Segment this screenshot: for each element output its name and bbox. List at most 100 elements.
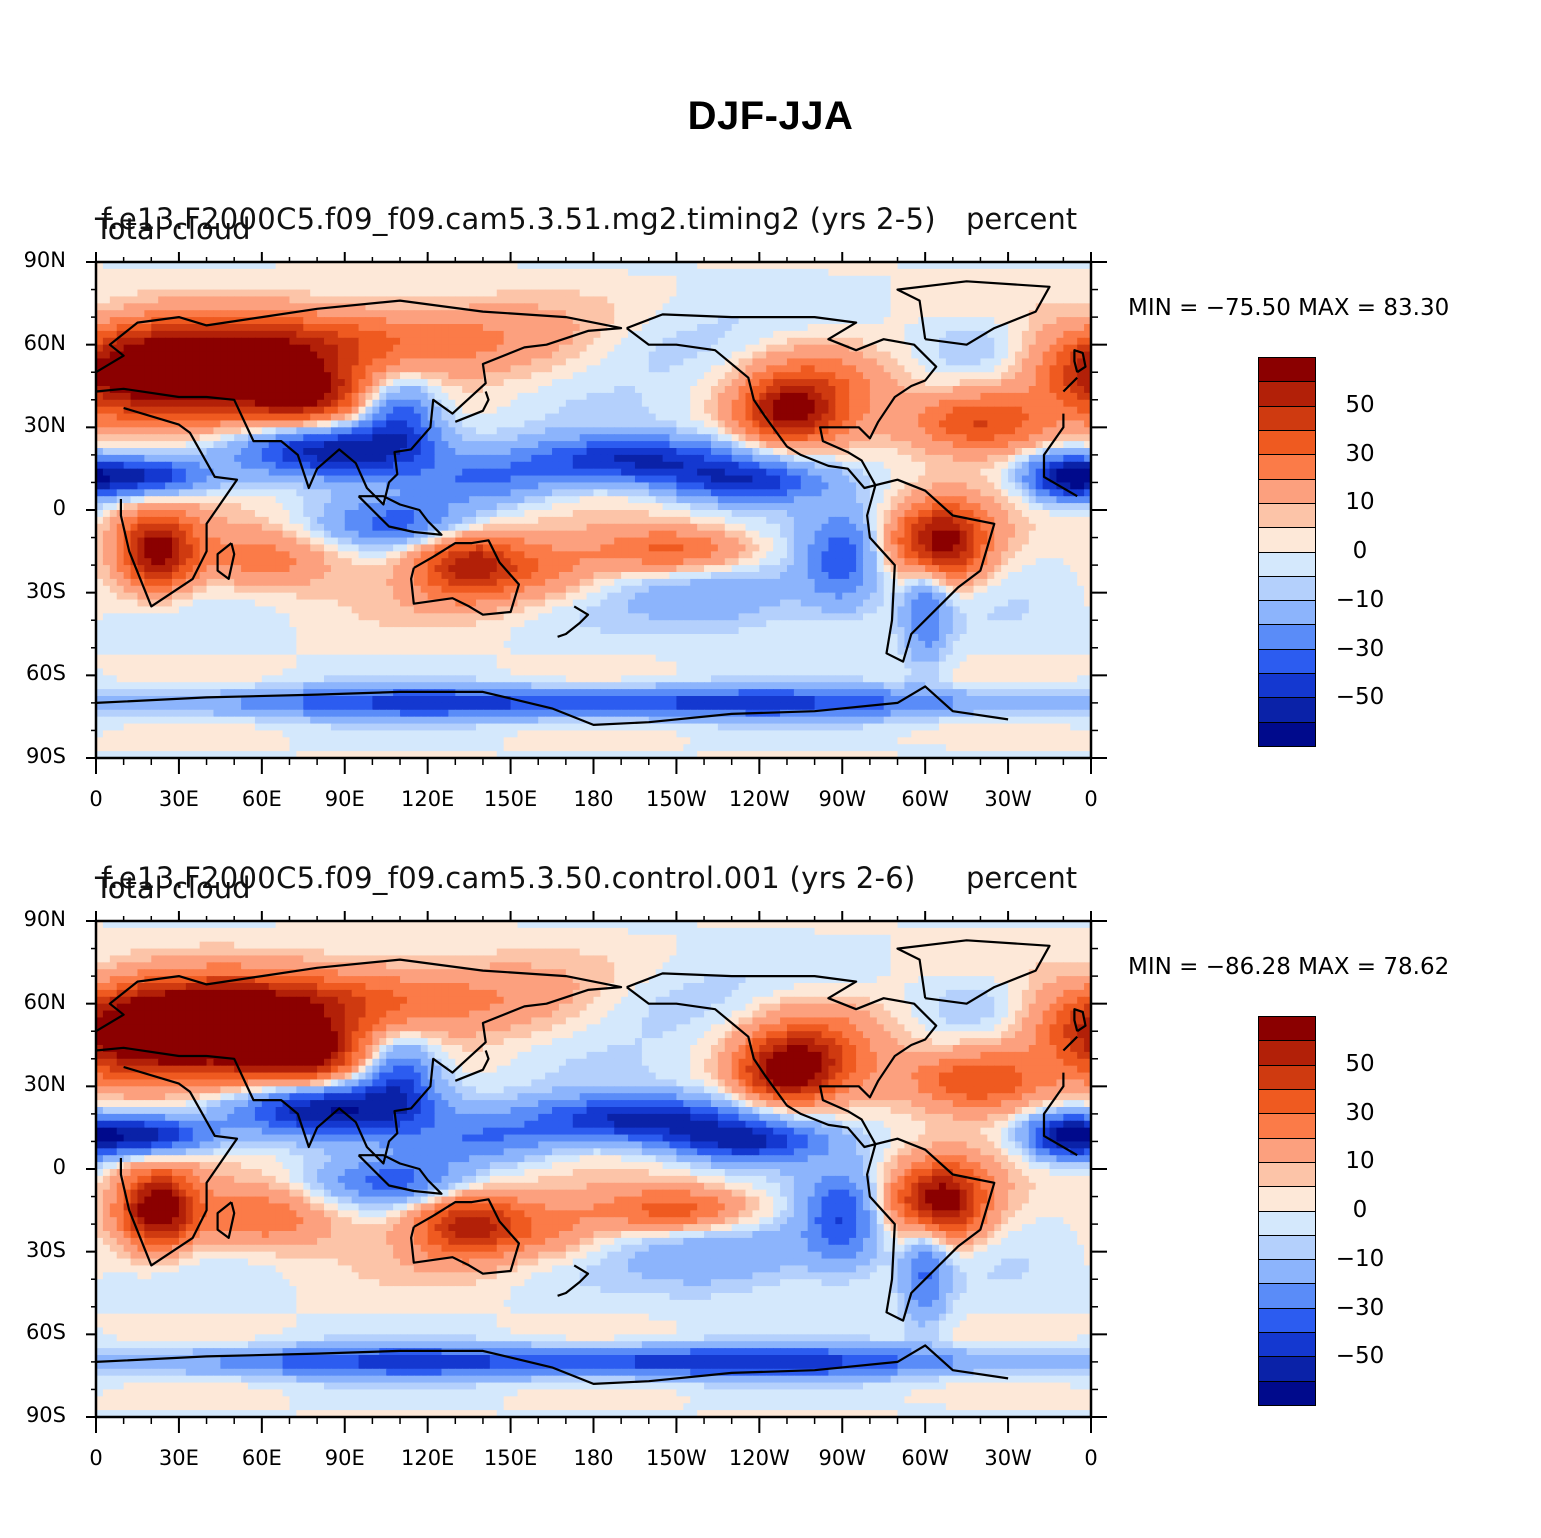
field-cell [1070,365,1078,373]
field-cell [241,303,249,311]
field-cell [883,282,892,291]
field-cell [220,461,228,470]
field-cell [489,365,498,373]
field-cell [676,386,684,394]
field-cell [489,351,498,360]
field-cell [634,282,643,291]
field-cell [558,386,567,394]
field-cell [199,489,208,497]
field-cell [614,482,622,490]
field-cell [538,275,546,284]
field-cell [966,303,975,311]
field-cell [987,420,995,428]
field-cell [344,482,353,490]
field-cell [531,289,539,298]
field-cell [199,399,208,408]
field-cell [172,275,180,284]
field-cell [669,496,678,504]
field-cell [420,275,429,284]
field-cell [116,365,125,373]
field-cell [648,358,657,366]
field-cell [1014,337,1023,346]
field-cell [614,268,622,277]
field-cell [199,282,208,291]
field-cell [510,399,519,408]
field-cell [344,303,353,311]
field-cell [330,330,339,339]
field-cell [351,317,360,325]
field-cell [324,372,332,380]
field-cell [717,289,726,298]
field-cell [254,441,263,449]
field-cell [648,379,657,387]
field-cell [365,275,373,284]
field-cell [807,268,816,277]
field-cell [752,461,760,470]
field-cell [1084,268,1092,277]
field-cell [524,496,532,504]
field-cell [1001,427,1009,435]
field-cell [524,461,532,470]
field-cell [220,358,228,366]
field-cell [469,454,477,463]
field-cell [586,324,595,332]
field-cell [393,434,401,442]
field-cell [869,324,878,332]
field-cell [966,399,975,408]
field-cell [586,475,595,484]
field-cell [856,310,864,318]
field-cell [793,358,802,366]
field-cell [109,420,118,428]
field-cell [130,427,139,435]
field-cell [572,399,581,408]
field-cell [862,386,871,394]
field-cell [344,475,353,484]
field-cell [710,392,719,401]
field-cell [704,262,712,270]
field-cell [835,365,843,373]
field-cell [476,441,484,449]
field-cell [379,372,387,380]
field-cell [932,386,940,394]
field-cell [773,468,781,477]
field-cell [296,324,304,332]
field-cell [683,441,691,449]
field-cell [932,413,940,422]
field-cell [572,406,581,415]
field-cell [144,386,152,394]
field-cell [275,379,284,387]
field-cell [386,386,394,394]
field-cell [393,344,401,353]
field-cell [1077,330,1085,339]
field-cell [724,317,733,325]
field-cell [932,358,940,366]
field-cell [400,379,408,387]
field-cell [289,358,297,366]
field-cell [289,296,297,304]
field-cell [1070,310,1078,318]
field-cell [572,372,581,380]
field-cell [780,337,788,346]
field-cell [856,303,864,311]
field-cell [130,317,139,325]
field-cell [386,282,394,291]
field-cell [462,310,470,318]
field-cell [317,262,325,270]
field-cell [213,317,221,325]
field-cell [358,289,367,298]
field-cell [1077,427,1085,435]
field-cell [206,406,215,415]
field-cell [994,303,1002,311]
field-cell [759,351,767,360]
field-cell [572,337,581,346]
field-cell [662,475,671,484]
field-cell [151,372,159,380]
field-cell [828,379,836,387]
field-cell [324,358,332,366]
field-cell [759,475,767,484]
field-cell [178,475,187,484]
field-cell [710,427,719,435]
field-cell [400,441,408,449]
field-cell [828,275,836,284]
field-cell [987,275,995,284]
